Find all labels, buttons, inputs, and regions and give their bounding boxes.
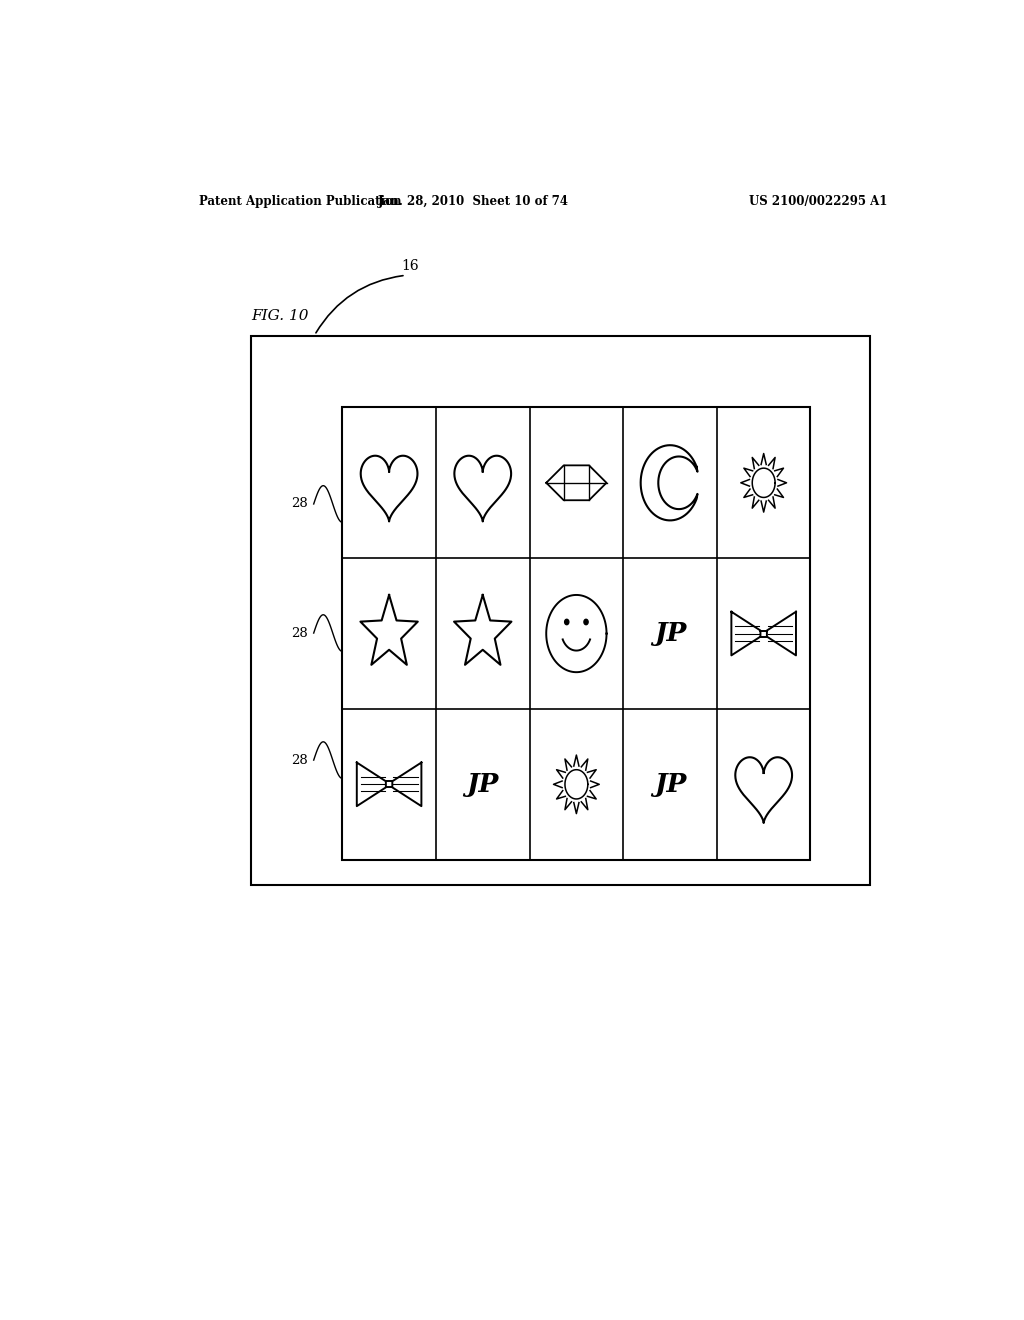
Text: US 2100/0022295 A1: US 2100/0022295 A1 xyxy=(750,194,888,207)
Text: 28: 28 xyxy=(292,754,308,767)
Text: JP: JP xyxy=(467,772,499,797)
Text: 28: 28 xyxy=(292,627,308,640)
Bar xyxy=(251,337,870,886)
Bar xyxy=(342,408,811,859)
Polygon shape xyxy=(564,619,569,624)
Text: FIG. 10: FIG. 10 xyxy=(251,309,308,323)
Text: 16: 16 xyxy=(401,259,419,273)
Text: Patent Application Publication: Patent Application Publication xyxy=(200,194,402,207)
Text: 28: 28 xyxy=(292,498,308,511)
Polygon shape xyxy=(584,619,588,624)
Text: JP: JP xyxy=(654,622,686,645)
Text: Jan. 28, 2010  Sheet 10 of 74: Jan. 28, 2010 Sheet 10 of 74 xyxy=(378,194,568,207)
Text: JP: JP xyxy=(654,772,686,797)
